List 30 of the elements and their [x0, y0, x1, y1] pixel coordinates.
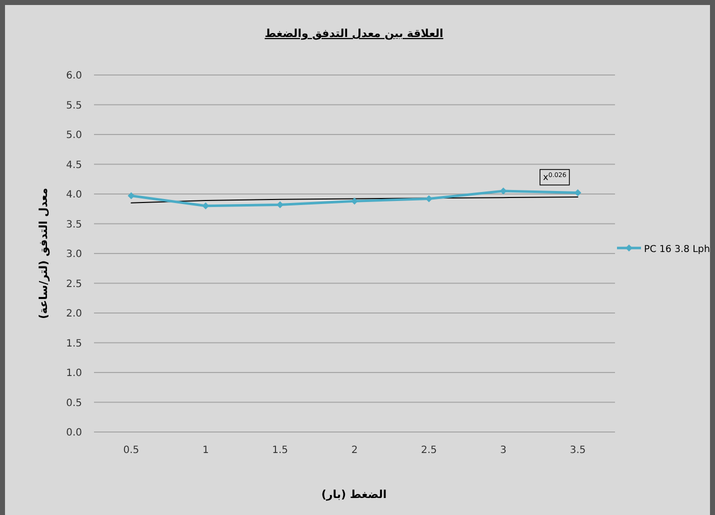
y-tick-label: 3.5	[66, 219, 82, 230]
y-tick-label: 4.0	[66, 190, 82, 200]
legend-label: PC 16 3.8 Lph	[644, 244, 710, 255]
x-tick-label: 0.5	[123, 445, 140, 456]
y-tick-label: 0.5	[66, 398, 82, 409]
y-tick-label: 4.5	[66, 160, 82, 171]
x-tick-label: 3	[500, 445, 507, 456]
annotation: x$^{0.026}$	[543, 172, 566, 183]
point	[500, 188, 507, 195]
y-tick-label: 2.0	[66, 308, 82, 320]
point	[128, 192, 135, 200]
x-axis-title: الضغط (بار)	[321, 488, 387, 501]
chart-title: العلاقة بين معدل التدفق والضغط	[264, 27, 444, 40]
x-tick-label: 3.5	[570, 445, 586, 456]
x-tick-label: 2.5	[420, 445, 437, 456]
point	[425, 195, 432, 202]
y-tick-label: 5.0	[66, 130, 82, 141]
y-tick-label: 6.0	[66, 70, 82, 82]
x-tick-label: 2	[351, 445, 358, 456]
y-axis-title: معدل التدفق (لتر/ساعة)	[37, 188, 50, 320]
x-tick-label: 1	[202, 445, 209, 456]
point	[351, 198, 358, 205]
x-tick-label: 1.5	[272, 445, 288, 456]
y-tick-label: 1.0	[66, 368, 82, 379]
y-tick-label: 1.5	[66, 338, 82, 350]
y-tick-label: 3.0	[66, 249, 82, 260]
point	[276, 201, 284, 208]
y-tick-label: 2.5	[66, 278, 82, 290]
y-tick-label: 5.5	[66, 100, 82, 112]
y-tick-label: 0.0	[66, 428, 82, 438]
